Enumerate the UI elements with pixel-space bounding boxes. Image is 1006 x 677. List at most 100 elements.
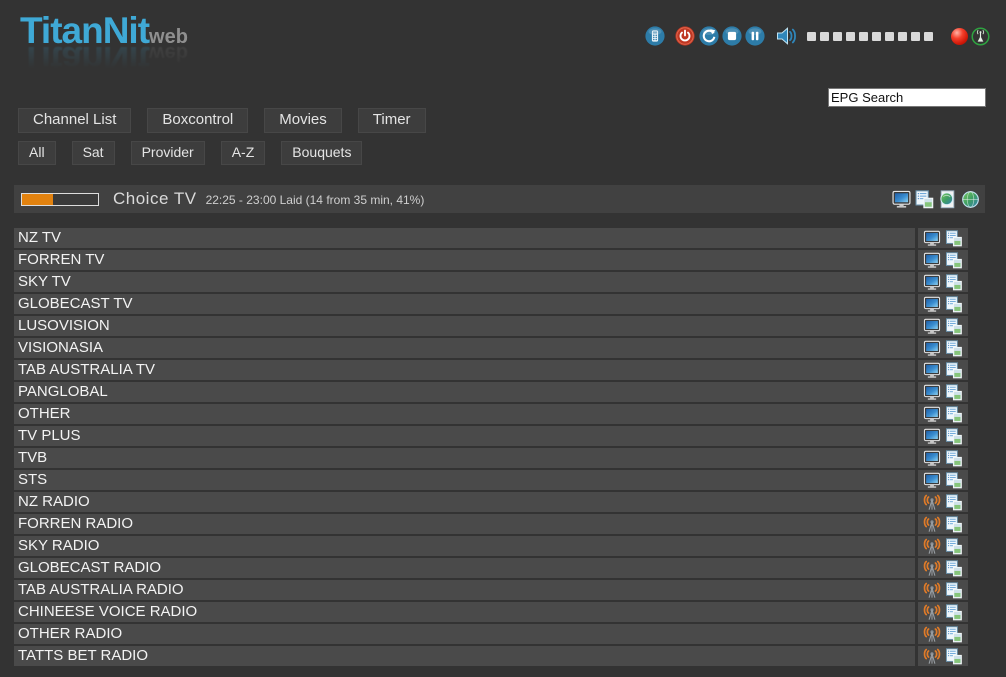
channel-row: TV PLUS	[14, 426, 968, 446]
channel-name-cell[interactable]: SKY TV	[14, 272, 915, 292]
volume-icon[interactable]	[776, 25, 800, 47]
channel-row-actions	[918, 514, 968, 534]
filter-bouquets-button[interactable]: Bouquets	[281, 141, 363, 165]
epg-icon[interactable]	[945, 317, 963, 335]
epg-icon[interactable]	[945, 493, 963, 511]
radio-icon[interactable]	[923, 538, 941, 555]
volume-segment	[898, 31, 907, 41]
epg-icon[interactable]	[945, 537, 963, 555]
channel-name-cell[interactable]: PANGLOBAL	[14, 382, 915, 402]
epg-search-input[interactable]	[828, 88, 986, 107]
volume-segment	[924, 31, 933, 41]
radio-icon[interactable]	[923, 648, 941, 665]
radio-icon[interactable]	[923, 604, 941, 621]
channel-name-cell[interactable]: SKY RADIO	[14, 536, 915, 556]
volume-segment	[820, 31, 829, 41]
tv-icon[interactable]	[923, 472, 941, 489]
channel-name-cell[interactable]: TAB AUSTRALIA RADIO	[14, 580, 915, 600]
tv-icon[interactable]	[923, 230, 941, 247]
tv-icon[interactable]	[923, 362, 941, 379]
channel-name-cell[interactable]: FORREN TV	[14, 250, 915, 270]
epg-list-icon[interactable]	[915, 189, 934, 209]
filter-sat-button[interactable]: Sat	[71, 141, 115, 165]
channel-row: NZ RADIO	[14, 492, 968, 512]
stream-page-icon[interactable]	[938, 189, 957, 209]
tv-screen-icon[interactable]	[892, 190, 911, 209]
power-icon[interactable]	[675, 26, 695, 46]
radio-icon[interactable]	[923, 582, 941, 599]
tv-icon[interactable]	[923, 296, 941, 313]
filter-provider-button[interactable]: Provider	[130, 141, 205, 165]
web-globe-icon[interactable]	[961, 190, 980, 209]
filter-az-button[interactable]: A-Z	[220, 141, 266, 165]
tv-icon[interactable]	[923, 384, 941, 401]
channel-name-cell[interactable]: GLOBECAST TV	[14, 294, 915, 314]
tv-icon[interactable]	[923, 252, 941, 269]
radio-icon[interactable]	[923, 560, 941, 577]
channel-name-cell[interactable]: TV PLUS	[14, 426, 915, 446]
channel-name-cell[interactable]: NZ RADIO	[14, 492, 915, 512]
channel-name-cell[interactable]: TATTS BET RADIO	[14, 646, 915, 666]
tv-icon[interactable]	[923, 450, 941, 467]
filter-all-button[interactable]: All	[18, 141, 56, 165]
channel-row: NZ TV	[14, 228, 968, 248]
channel-row: GLOBECAST RADIO	[14, 558, 968, 578]
tv-icon[interactable]	[923, 406, 941, 423]
channel-name-cell[interactable]: VISIONASIA	[14, 338, 915, 358]
epg-icon[interactable]	[945, 581, 963, 599]
channel-row: FORREN TV	[14, 250, 968, 270]
epg-icon[interactable]	[945, 339, 963, 357]
epg-icon[interactable]	[945, 251, 963, 269]
channel-name-cell[interactable]: TVB	[14, 448, 915, 468]
epg-icon[interactable]	[945, 229, 963, 247]
epg-icon[interactable]	[945, 361, 963, 379]
channel-name-cell[interactable]: NZ TV	[14, 228, 915, 248]
channel-row: OTHER	[14, 404, 968, 424]
epg-icon[interactable]	[945, 625, 963, 643]
epg-icon[interactable]	[945, 647, 963, 665]
tv-icon[interactable]	[923, 428, 941, 445]
channel-name-cell[interactable]: OTHER	[14, 404, 915, 424]
tv-icon[interactable]	[923, 340, 941, 357]
channel-name-cell[interactable]: OTHER RADIO	[14, 624, 915, 644]
channel-row-actions	[918, 294, 968, 314]
nav-timer-button[interactable]: Timer	[357, 108, 426, 133]
logo-suffix: web	[149, 26, 188, 48]
epg-icon[interactable]	[945, 471, 963, 489]
channel-name-cell[interactable]: GLOBECAST RADIO	[14, 558, 915, 578]
epg-icon[interactable]	[945, 559, 963, 577]
nav-channel-list-button[interactable]: Channel List	[18, 108, 132, 133]
pause-icon[interactable]	[745, 26, 765, 46]
volume-segment	[846, 31, 855, 41]
channel-row: TATTS BET RADIO	[14, 646, 968, 666]
stop-icon[interactable]	[722, 26, 742, 46]
reload-icon[interactable]	[699, 26, 719, 46]
epg-icon[interactable]	[945, 427, 963, 445]
nav-boxcontrol-button[interactable]: Boxcontrol	[147, 108, 249, 133]
channel-name-cell[interactable]: FORREN RADIO	[14, 514, 915, 534]
epg-icon[interactable]	[945, 383, 963, 401]
epg-icon[interactable]	[945, 603, 963, 621]
remote-icon[interactable]	[645, 26, 665, 46]
radio-icon[interactable]	[923, 494, 941, 511]
epg-icon[interactable]	[945, 449, 963, 467]
channel-row-actions	[918, 602, 968, 622]
epg-icon[interactable]	[945, 405, 963, 423]
channel-name-cell[interactable]: CHINEESE VOICE RADIO	[14, 602, 915, 622]
radio-icon[interactable]	[923, 516, 941, 533]
signal-icon[interactable]	[971, 26, 990, 46]
volume-level-bar[interactable]	[803, 31, 933, 41]
nav-movies-button[interactable]: Movies	[264, 108, 342, 133]
tv-icon[interactable]	[923, 318, 941, 335]
channel-row-actions	[918, 382, 968, 402]
epg-icon[interactable]	[945, 295, 963, 313]
epg-icon[interactable]	[945, 273, 963, 291]
channel-row: TAB AUSTRALIA RADIO	[14, 580, 968, 600]
channel-name-cell[interactable]: STS	[14, 470, 915, 490]
tv-icon[interactable]	[923, 274, 941, 291]
epg-icon[interactable]	[945, 515, 963, 533]
radio-icon[interactable]	[923, 626, 941, 643]
channel-name-cell[interactable]: TAB AUSTRALIA TV	[14, 360, 915, 380]
channel-row: FORREN RADIO	[14, 514, 968, 534]
channel-name-cell[interactable]: LUSOVISION	[14, 316, 915, 336]
